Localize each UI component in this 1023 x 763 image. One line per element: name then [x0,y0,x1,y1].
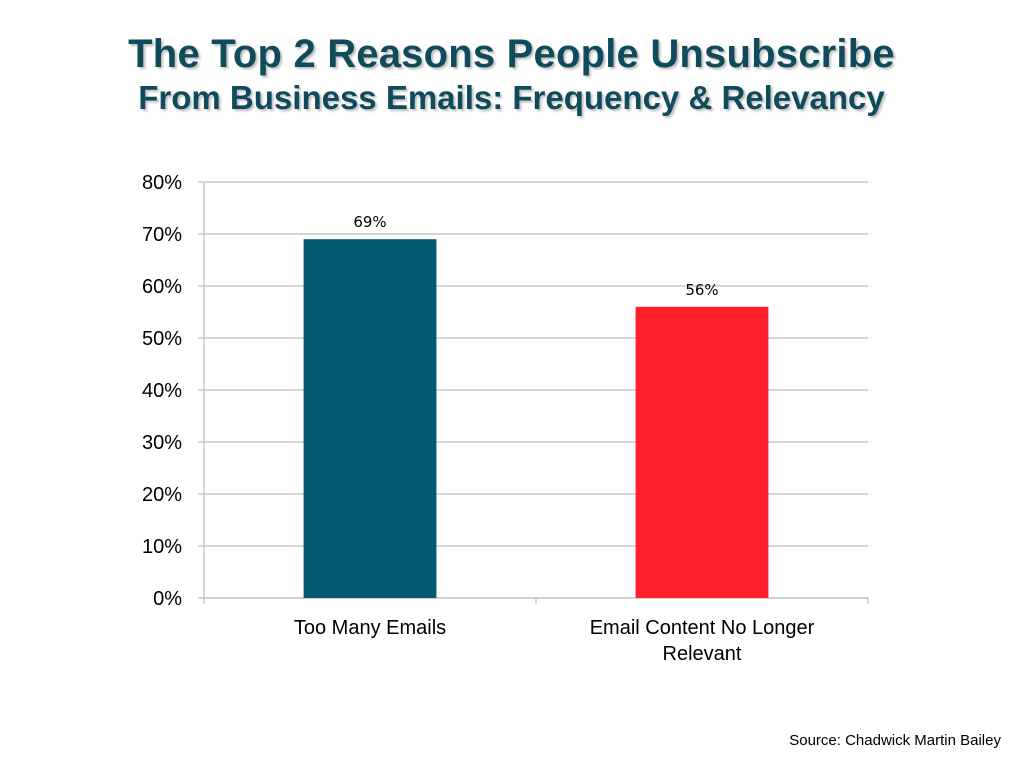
y-tick-label: 50% [142,328,182,350]
source-note: Source: Chadwick Martin Bailey [789,732,1001,749]
y-tick-label: 70% [142,224,182,246]
title-line-1: The Top 2 Reasons People Unsubscribe [128,32,895,76]
bar [635,306,769,598]
bar [303,239,437,598]
x-tick-label: Email Content No Longer [590,617,815,639]
x-tick-label: Relevant [663,643,742,665]
y-tick-label: 10% [142,536,182,558]
y-tick-label: 60% [142,276,182,298]
chart-title: The Top 2 Reasons People Unsubscribe Fro… [0,30,1023,118]
y-tick-label: 20% [142,484,182,506]
title-line-2: From Business Emails: Frequency & Releva… [138,79,885,116]
y-tick-label: 0% [153,588,182,610]
y-tick-label: 30% [142,432,182,454]
data-label: 56% [685,281,718,299]
y-tick-label: 80% [142,172,182,194]
data-label: 69% [353,213,386,231]
x-tick-label: Too Many Emails [294,617,446,639]
y-tick-label: 40% [142,380,182,402]
